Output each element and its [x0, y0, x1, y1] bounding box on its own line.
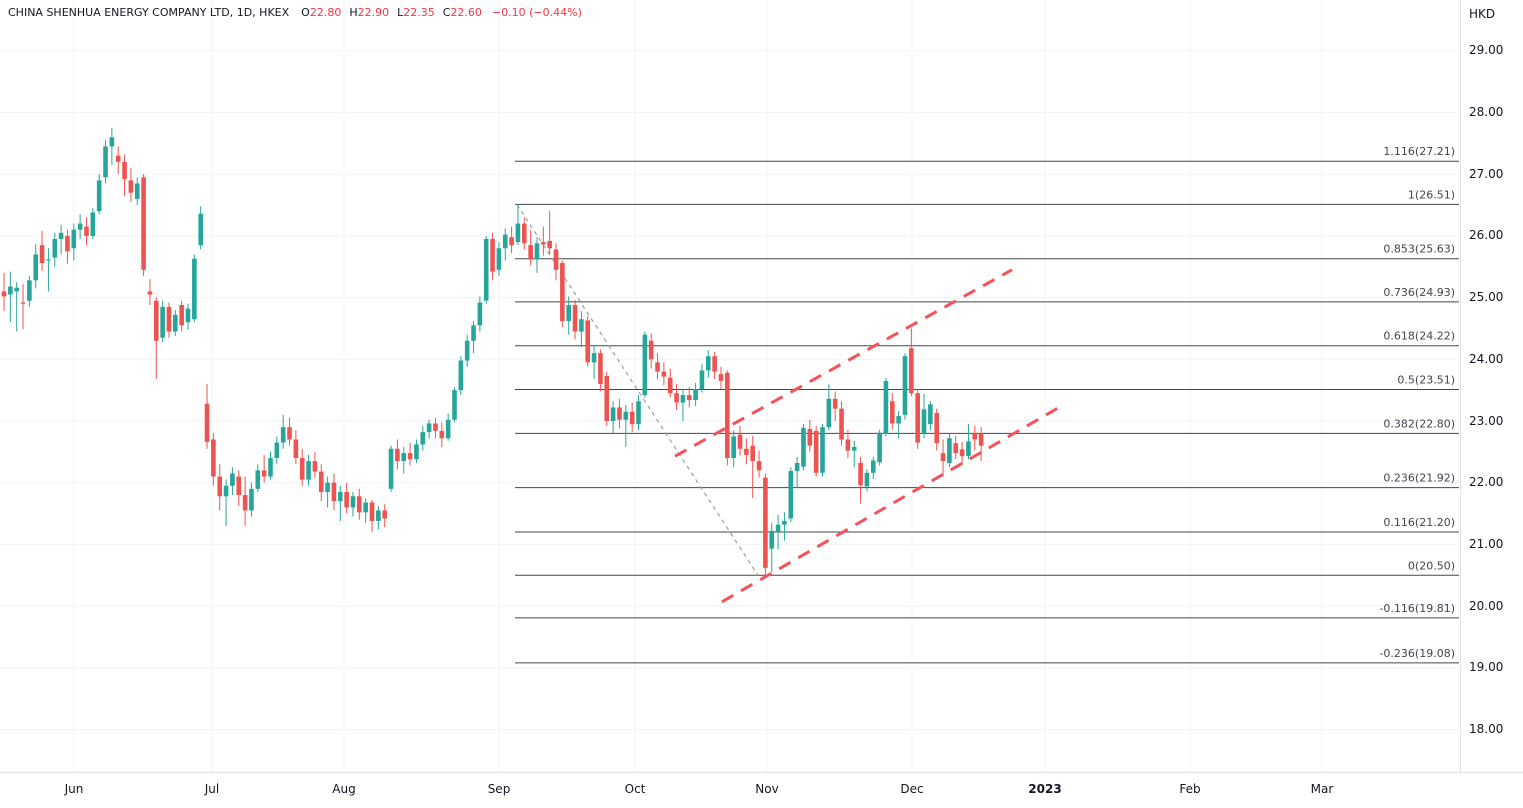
- grid-lines: [0, 0, 1460, 772]
- time-tick-label-dec: Dec: [900, 782, 924, 796]
- candles-series[interactable]: [1, 127, 984, 576]
- ohlc-open: O22.80: [301, 6, 342, 19]
- fib-label: 0.5(23.51): [1397, 374, 1455, 387]
- fib-label: 0.736(24.93): [1383, 286, 1455, 299]
- fib-label: 0.853(25.63): [1383, 243, 1455, 256]
- time-axis[interactable]: Jun Jul Aug Sep Oct Nov Dec 2023 Feb Mar: [0, 772, 1523, 808]
- fib-label: 0.236(21.92): [1383, 472, 1455, 485]
- time-tick-label-2023: 2023: [1028, 782, 1062, 796]
- price-tick-label: 21.00: [1469, 536, 1504, 551]
- price-tick-label: 22.00: [1469, 475, 1504, 490]
- ohlc-high: H22.90: [349, 6, 390, 19]
- time-tick-label-oct: Oct: [624, 782, 646, 796]
- fib-label: 0.618(24.22): [1383, 330, 1455, 343]
- time-tick-label-mar: Mar: [1310, 782, 1334, 796]
- time-tick-label-sep: Sep: [487, 782, 511, 796]
- fib-label: 1.116(27.21): [1383, 145, 1455, 158]
- time-tick-label-aug: Aug: [332, 782, 356, 796]
- fib-label: 0.382(22.80): [1383, 417, 1455, 430]
- price-axis[interactable]: HKD 29.00 28.00 27.00 26.00 25.00 24.00 23.00 2…: [1460, 0, 1523, 772]
- fib-retracement-lines[interactable]: [515, 160, 1459, 664]
- price-tick-label: 24.00: [1469, 351, 1504, 366]
- fib-level-labels: 1.116(27.21) 1(26.51) 0.853(25.63) 0.736(24…: [1379, 145, 1455, 660]
- price-tick-label: 27.00: [1469, 166, 1504, 181]
- time-tick-label-jun: Jun: [64, 782, 84, 796]
- time-tick-label-nov: Nov: [755, 782, 779, 796]
- price-change: −0.10 (−0.44%): [491, 6, 582, 19]
- price-tick-label: 18.00: [1469, 722, 1504, 736]
- time-tick-label-jul: Jul: [204, 782, 220, 796]
- currency-label: HKD: [1469, 7, 1496, 21]
- price-tick-label: 23.00: [1469, 413, 1504, 428]
- candlestick-chart-canvas[interactable]: 1.116(27.21) 1(26.51) 0.853(25.63) 0.736(24…: [0, 0, 1460, 772]
- fib-label: -0.116(19.81): [1379, 602, 1455, 615]
- symbol-legend[interactable]: CHINA SHENHUA ENERGY COMPANY LTD, 1D, HK…: [8, 6, 582, 19]
- rising-channel-trendlines[interactable]: [674, 268, 1059, 604]
- ohlc-close: C22.60: [442, 6, 482, 19]
- fib-label: -0.236(19.08): [1379, 647, 1455, 660]
- price-tick-label: 20.00: [1469, 598, 1504, 613]
- price-tick-label: 28.00: [1469, 105, 1504, 119]
- price-tick-label: 25.00: [1469, 290, 1504, 305]
- price-tick-label: 29.00: [1469, 43, 1504, 58]
- price-tick-label: 26.00: [1469, 228, 1504, 243]
- fib-label: 0(20.50): [1408, 559, 1455, 572]
- fib-label: 0.116(21.20): [1383, 516, 1455, 529]
- price-tick-label: 19.00: [1469, 660, 1504, 675]
- symbol-title: CHINA SHENHUA ENERGY COMPANY LTD, 1D, HK…: [8, 6, 290, 19]
- ohlc-low: L22.35: [397, 6, 435, 19]
- time-tick-label-feb: Feb: [1179, 782, 1201, 796]
- fib-label: 1(26.51): [1408, 188, 1455, 201]
